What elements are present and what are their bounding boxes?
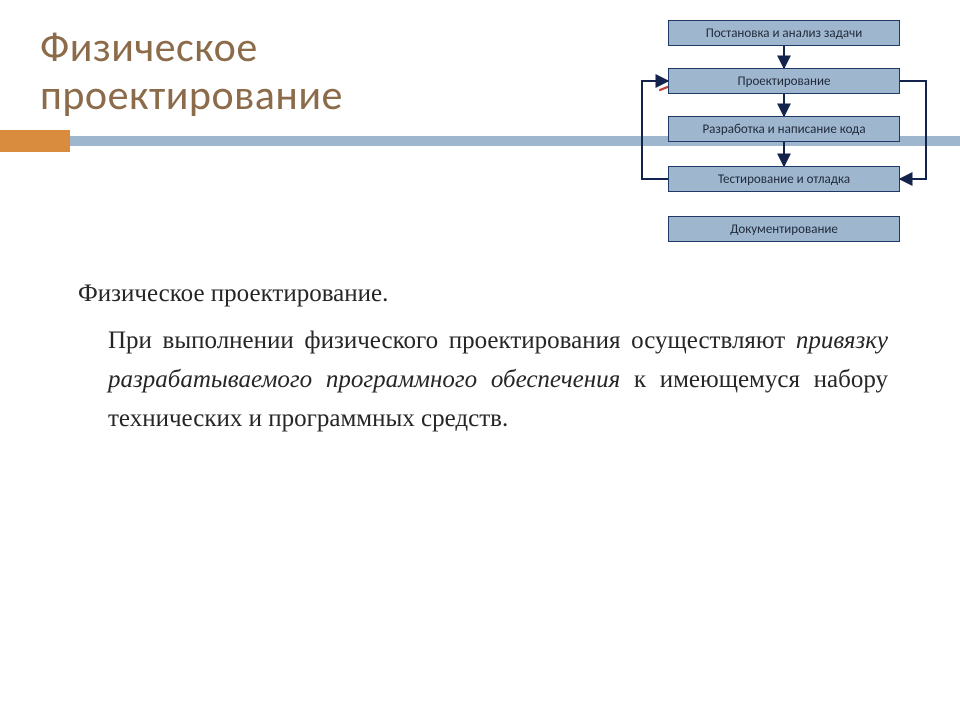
step-docs: Документирование xyxy=(668,216,900,242)
body-paragraph: При выполнении физического проектировани… xyxy=(108,322,888,438)
step-testing: Тестирование и отладка xyxy=(668,166,900,192)
step-coding: Разработка и написание кода xyxy=(668,116,900,142)
body-seg-1: При выполнении физического проектировани… xyxy=(108,327,796,354)
step-design: Проектирование xyxy=(668,68,900,94)
body-lead: Физическое проектирование. xyxy=(78,280,388,308)
step-analysis: Постановка и анализ задачи xyxy=(668,20,900,46)
flowchart: Постановка и анализ задачи Проектирование… xyxy=(0,0,960,260)
